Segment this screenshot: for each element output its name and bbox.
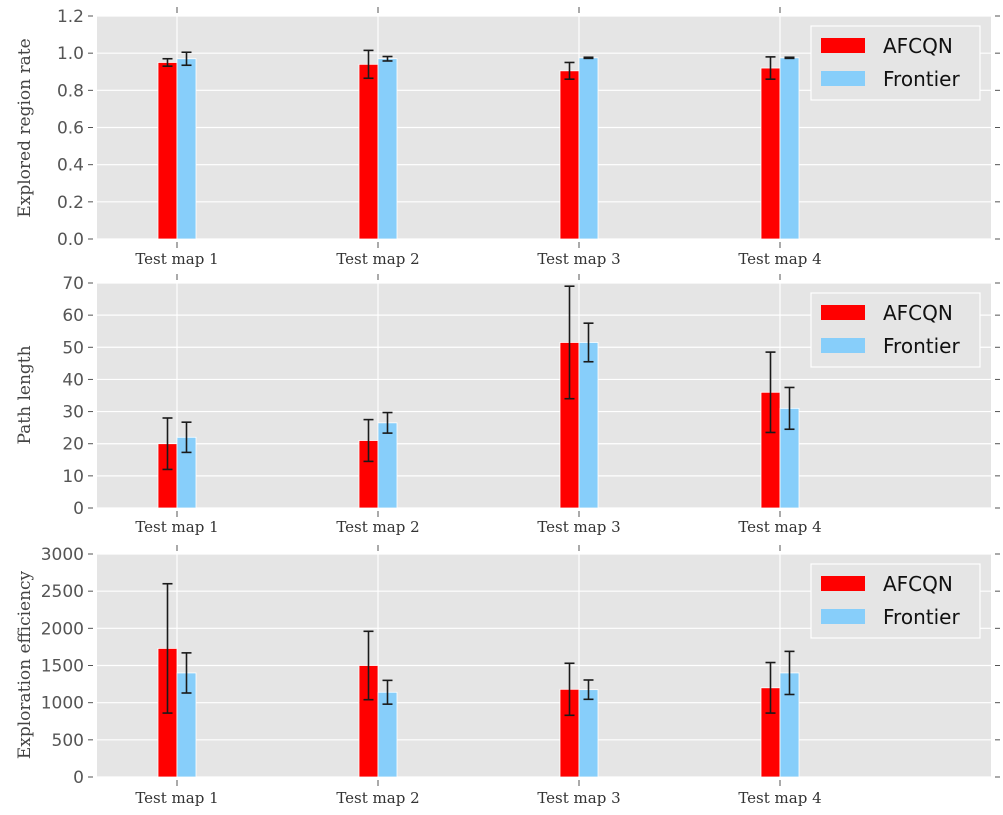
- y-tick-label: 3000: [41, 545, 84, 565]
- y-tick-label: 0.2: [57, 193, 84, 213]
- bar-afcqn: [157, 62, 178, 240]
- legend-swatch-frontier: [821, 609, 865, 624]
- y-tick-label: 0.4: [57, 156, 84, 176]
- bar-afcqn: [559, 70, 580, 240]
- bar-frontier: [176, 58, 197, 240]
- y-axis-title: Path length: [15, 345, 35, 444]
- y-tick-label: 70: [62, 274, 84, 294]
- bar-frontier: [578, 57, 599, 240]
- y-tick-label: 500: [52, 731, 84, 751]
- y-tick-label: 1500: [41, 657, 84, 677]
- legend: AFCQN Frontier: [810, 292, 981, 368]
- y-tick-label: 60: [62, 306, 84, 326]
- chart-panel-2: 0 10 20 30 40 50 60 70 Test map 1 Test map 2 Test …: [15, 274, 1000, 536]
- x-category-label: Test map 1: [135, 250, 218, 268]
- bar-afcqn: [760, 67, 781, 240]
- y-tick-label: 0.8: [57, 81, 84, 101]
- y-tick-label: 0.0: [57, 230, 84, 250]
- legend-label-frontier: Frontier: [883, 334, 960, 358]
- x-category-label: Test map 4: [738, 789, 821, 807]
- x-category-label: Test map 2: [336, 518, 419, 536]
- y-tick-label: 1.2: [57, 7, 84, 27]
- x-category-label: Test map 2: [336, 789, 419, 807]
- legend-label-frontier: Frontier: [883, 605, 960, 629]
- chart-panel-3: 0 500 1000 1500 2000 2500 3000 Test map 1 Test m…: [15, 545, 1000, 807]
- legend: AFCQN Frontier: [810, 563, 981, 639]
- bar-frontier: [377, 58, 398, 240]
- y-tick-label: 0: [73, 768, 84, 788]
- y-tick-label: 20: [62, 435, 84, 455]
- x-category-label: Test map 3: [537, 250, 620, 268]
- bar-frontier: [377, 691, 398, 778]
- bar-frontier: [578, 342, 599, 509]
- x-category-label: Test map 3: [537, 789, 620, 807]
- legend-swatch-afcqn: [821, 38, 865, 53]
- legend-swatch-frontier: [821, 71, 865, 86]
- legend-swatch-afcqn: [821, 305, 865, 320]
- y-tick-label: 0: [73, 499, 84, 519]
- y-tick-label: 1000: [41, 694, 84, 714]
- x-category-label: Test map 4: [738, 518, 821, 536]
- legend: AFCQN Frontier: [810, 25, 981, 101]
- y-tick-label: 1.0: [57, 44, 84, 64]
- legend-label-afcqn: AFCQN: [883, 34, 953, 58]
- bar-frontier: [779, 57, 800, 240]
- legend-swatch-frontier: [821, 338, 865, 353]
- legend-swatch-afcqn: [821, 576, 865, 591]
- x-category-label: Test map 1: [135, 518, 218, 536]
- y-axis-title: Explored region rate: [15, 38, 35, 217]
- y-tick-label: 2500: [41, 582, 84, 602]
- y-tick-label: 0.6: [57, 119, 84, 139]
- bar-afcqn: [358, 63, 379, 240]
- y-tick-label: 2000: [41, 619, 84, 639]
- y-tick-label: 40: [62, 370, 84, 390]
- bar-frontier: [578, 689, 599, 778]
- x-category-label: Test map 4: [738, 250, 821, 268]
- legend-label-frontier: Frontier: [883, 67, 960, 91]
- legend-label-afcqn: AFCQN: [883, 301, 953, 325]
- x-category-label: Test map 2: [336, 250, 419, 268]
- bar-frontier: [377, 422, 398, 509]
- y-tick-label: 30: [62, 403, 84, 423]
- x-category-label: Test map 1: [135, 789, 218, 807]
- y-axis-title: Exploration efficiency: [15, 570, 35, 759]
- x-category-label: Test map 3: [537, 518, 620, 536]
- y-tick-label: 50: [62, 338, 84, 358]
- y-tick-label: 10: [62, 467, 84, 487]
- legend-label-afcqn: AFCQN: [883, 572, 953, 596]
- chart-panel-1: 0.0 0.2 0.4 0.6 0.8 1.0 1.2 Test map 1 Test map …: [15, 7, 1000, 268]
